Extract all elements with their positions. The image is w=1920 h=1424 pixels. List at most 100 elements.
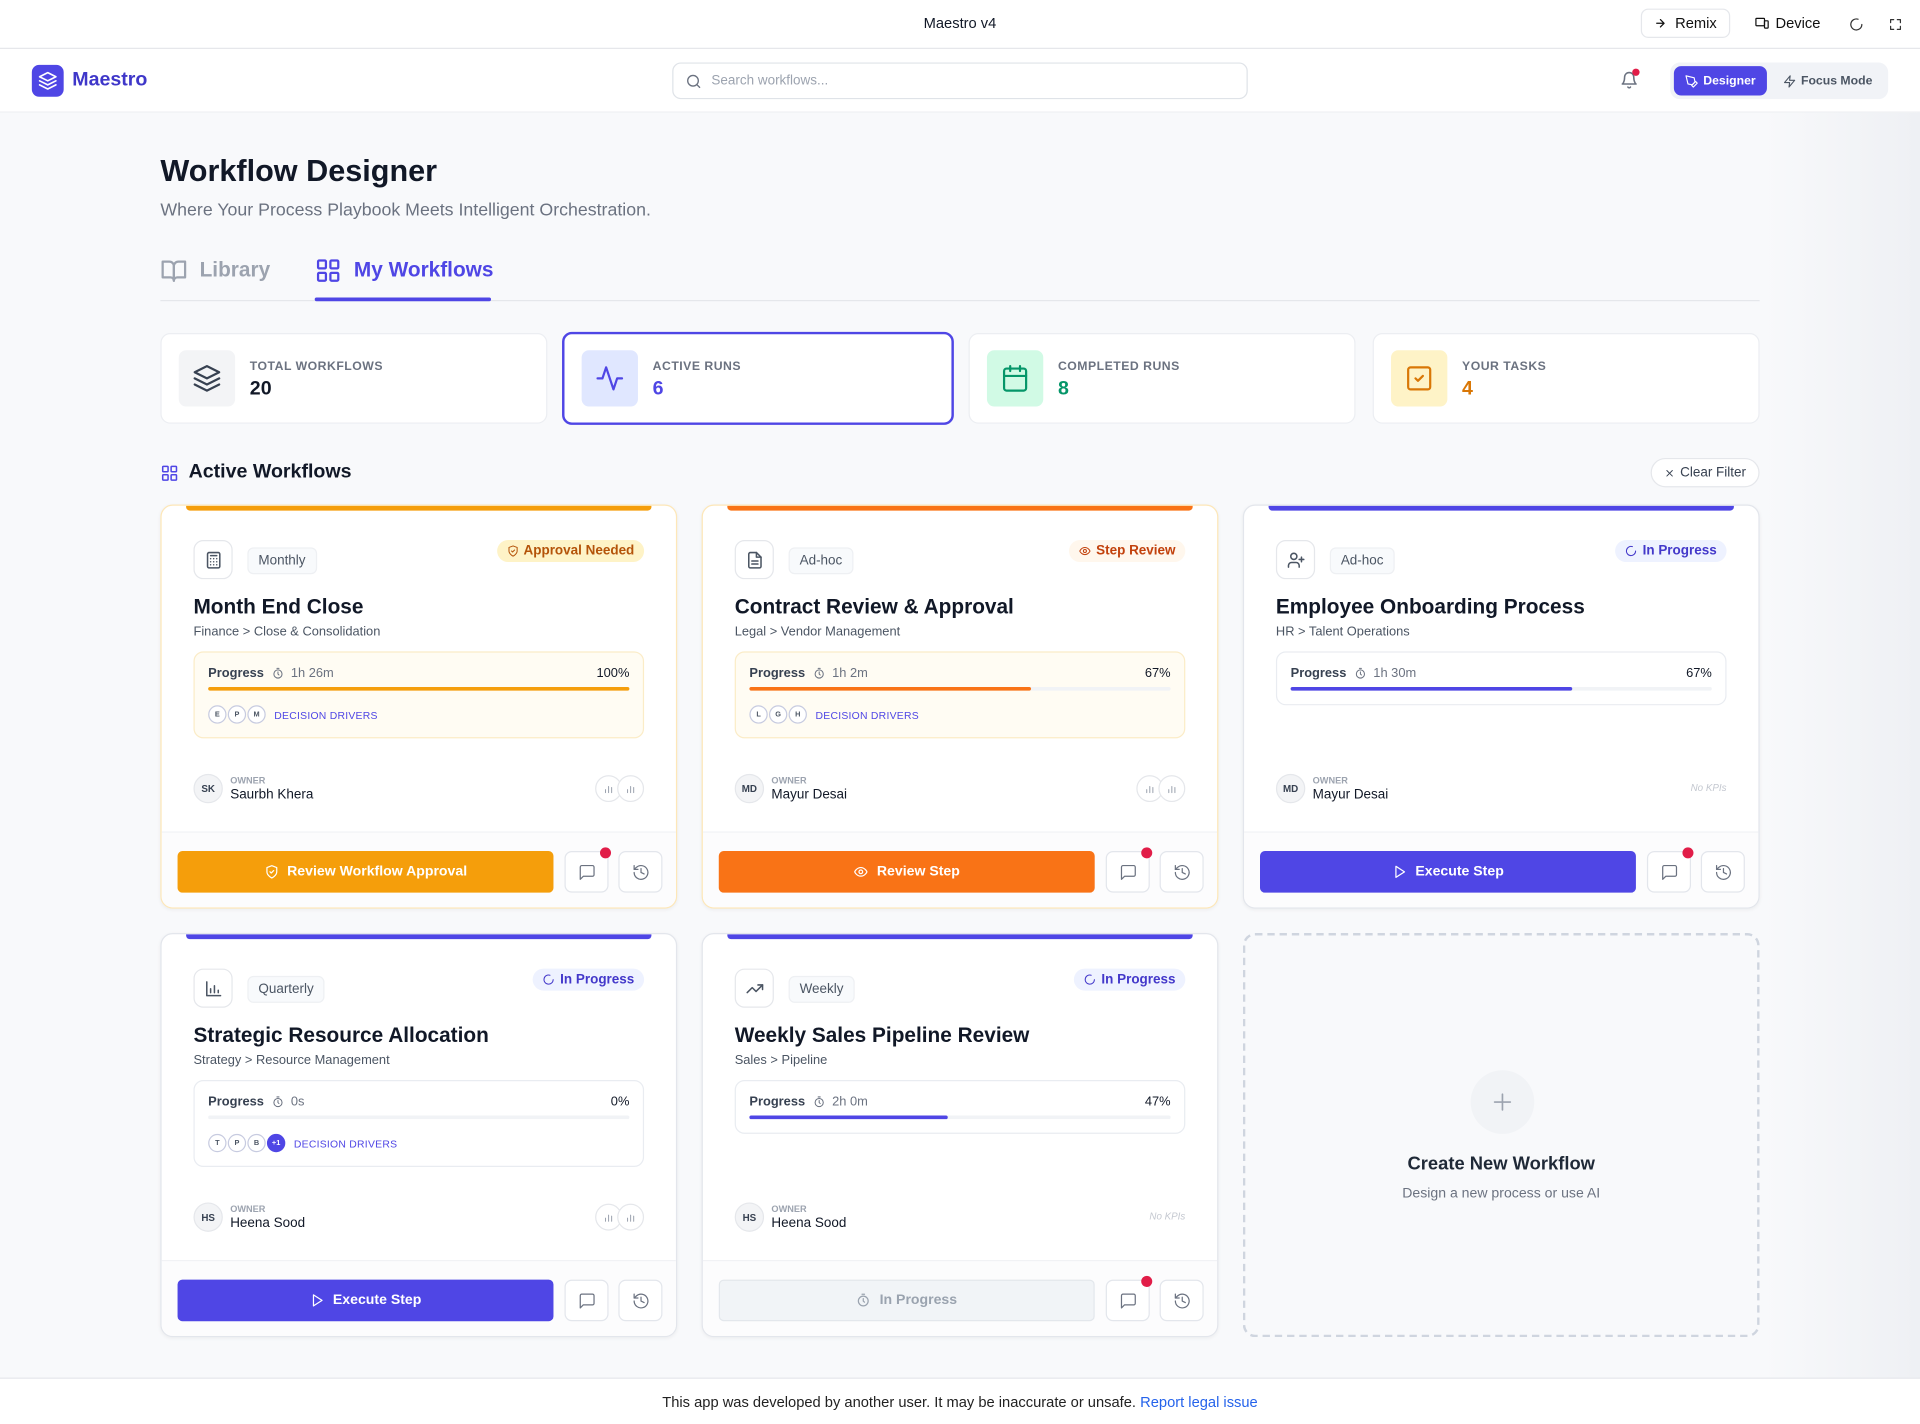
comments-button[interactable] xyxy=(1105,847,1153,893)
workflow-path: Strategy > Resource Management xyxy=(193,1053,390,1068)
create-icon xyxy=(1470,1070,1535,1134)
duration: 1h 30m xyxy=(1373,666,1417,681)
icon-part xyxy=(205,980,221,996)
stat-card[interactable]: COMPLETED RUNS 8 xyxy=(968,333,1356,424)
progress-fill xyxy=(749,1115,948,1120)
report-link[interactable]: Report legal issue xyxy=(1140,1393,1258,1411)
icon xyxy=(1174,1292,1190,1308)
duration: 1h 2m xyxy=(832,666,868,681)
driver-dot: E xyxy=(208,705,227,724)
icon-part xyxy=(1621,71,1637,85)
comments-button[interactable] xyxy=(1105,1275,1153,1322)
remix-button[interactable]: Remix xyxy=(1640,8,1731,38)
icon xyxy=(814,1096,824,1108)
history-button[interactable] xyxy=(1700,851,1745,893)
search-box[interactable]: Search workflows... xyxy=(672,62,1248,100)
icon-part xyxy=(632,1292,645,1303)
stat-card[interactable]: YOUR TASKS 4 xyxy=(1372,333,1760,424)
icon xyxy=(1002,365,1028,392)
label: In Progress xyxy=(1642,543,1717,559)
notifications[interactable] xyxy=(1620,68,1640,95)
comments-button[interactable] xyxy=(564,847,612,893)
tab-library[interactable]: Library xyxy=(160,257,270,284)
icon-part xyxy=(161,465,169,472)
icon xyxy=(1685,74,1698,87)
comments-button[interactable] xyxy=(1646,847,1694,893)
clear-filter[interactable]: Clear Filter xyxy=(1650,457,1760,488)
label: Execute Step xyxy=(332,1293,422,1308)
icon xyxy=(272,1096,282,1108)
stat-card[interactable]: ACTIVE RUNS 6 xyxy=(562,331,954,425)
label: Remix xyxy=(1675,14,1717,32)
workflow-card[interactable]: Ad-hoc In Progress Employee Onboarding P… xyxy=(1242,504,1760,909)
icon-part xyxy=(206,551,220,569)
drivers-label: DECISION DRIVERS xyxy=(293,1136,398,1150)
workflow-card[interactable]: Weekly In Progress Weekly Sales Pipeline… xyxy=(701,933,1219,1338)
comments-button[interactable] xyxy=(564,1279,609,1322)
label: Focus Mode xyxy=(1800,74,1873,88)
focus-mode[interactable]: Focus Mode xyxy=(1772,66,1884,95)
decision-drivers: T P B +1 DECISION DRIVERS xyxy=(208,1133,398,1153)
icon-part xyxy=(627,786,635,794)
icon-part xyxy=(510,549,515,553)
create-card[interactable]: Create New Workflow Design a new process… xyxy=(1242,933,1760,1338)
progress-track xyxy=(749,686,1171,691)
label: Review Workflow Approval xyxy=(287,864,468,880)
action-button[interactable]: Review Step xyxy=(718,851,1095,893)
stat-value: 20 xyxy=(249,378,272,400)
side-shade xyxy=(1763,112,1920,1378)
history-button[interactable] xyxy=(618,851,663,893)
stat-card[interactable]: TOTAL WORKFLOWS 20 xyxy=(160,333,548,424)
icon-part xyxy=(814,1097,824,1108)
icon-part xyxy=(329,259,340,270)
driver-dot: L xyxy=(749,705,768,724)
workflow-title: Strategic Resource Allocation xyxy=(193,1023,489,1047)
history-button[interactable] xyxy=(1159,851,1204,893)
history-button[interactable] xyxy=(618,1279,663,1322)
icon xyxy=(316,259,340,282)
icon-part xyxy=(1358,667,1362,676)
owner-label: OWNER xyxy=(771,1203,807,1215)
action-button[interactable]: Execute Step xyxy=(177,1279,554,1322)
progress-box: Progress 1h 30m 67% xyxy=(1275,651,1727,706)
kpi-icons xyxy=(595,775,645,803)
fullscreen-button[interactable] xyxy=(1888,16,1903,38)
refresh-button[interactable] xyxy=(1849,16,1864,38)
designer-mode[interactable]: Designer xyxy=(1673,66,1767,96)
owner-name: Mayur Desai xyxy=(771,787,848,803)
owner-avatar: HS xyxy=(193,1202,223,1232)
workflow-card[interactable]: Quarterly In Progress Strategic Resource… xyxy=(160,933,678,1338)
icon xyxy=(1493,1093,1512,1111)
top-bar: Maestro v4 Remix Device xyxy=(0,0,1920,49)
icon xyxy=(632,864,648,880)
progress-box: Progress 1h 26m 100% E P M DECISION DRIVERS xyxy=(193,651,645,739)
label: Step Review xyxy=(1096,543,1176,559)
label: Library xyxy=(199,258,271,282)
workflow-card[interactable]: Ad-hoc Step Review Contract Review & App… xyxy=(701,504,1219,909)
progress-percent: 67% xyxy=(1144,666,1171,681)
history-button[interactable] xyxy=(1159,1279,1204,1322)
stat-icon xyxy=(178,350,236,407)
icon-part xyxy=(38,80,57,86)
icon-part xyxy=(858,1295,870,1307)
stat-icon xyxy=(986,350,1044,407)
icon xyxy=(1715,864,1731,880)
progress-track xyxy=(1290,686,1712,691)
tab-my-workflows[interactable]: My Workflows xyxy=(315,257,493,284)
action-button[interactable]: Execute Step xyxy=(1260,851,1636,893)
icon-part xyxy=(1666,469,1673,476)
accent-bar xyxy=(727,934,1193,940)
stat-label: ACTIVE RUNS xyxy=(652,360,742,374)
device-button[interactable]: Device xyxy=(1741,9,1834,38)
kpi-icons xyxy=(595,1203,645,1231)
icon xyxy=(1120,1292,1136,1308)
action-button[interactable]: Review Workflow Approval xyxy=(177,851,554,893)
stat-label: COMPLETED RUNS xyxy=(1057,360,1180,374)
icon-part xyxy=(687,74,699,87)
icon-part xyxy=(750,551,762,565)
workflow-card[interactable]: Monthly Approval Needed Month End Close … xyxy=(160,504,678,909)
stat-value: 4 xyxy=(1462,378,1473,400)
icon xyxy=(1168,786,1176,794)
icon-part xyxy=(756,983,763,990)
workflow-icon xyxy=(734,540,774,580)
